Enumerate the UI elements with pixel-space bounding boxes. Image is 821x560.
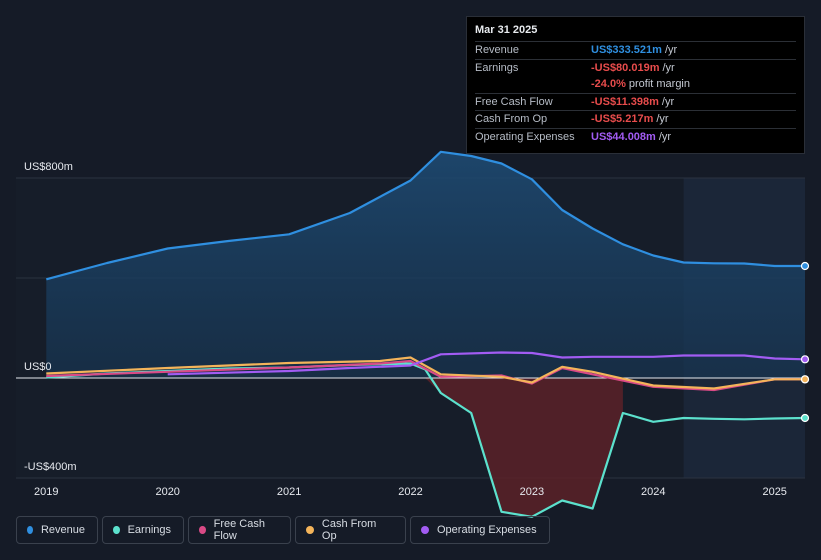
- tooltip-unit: profit margin: [628, 78, 690, 91]
- tooltip-row-profit-margin: -24.0% profit margin: [475, 76, 796, 93]
- tooltip-unit: /yr: [662, 61, 675, 74]
- tooltip-unit: /yr: [658, 130, 672, 143]
- x-tick-label: 2019: [34, 486, 58, 498]
- cash-from-op-end-dot: [800, 375, 810, 384]
- tooltip-value: -US$80.019m: [591, 61, 660, 74]
- legend-item-free-cash-flow[interactable]: Free Cash Flow: [188, 516, 291, 544]
- legend-item-earnings[interactable]: Earnings: [102, 516, 184, 544]
- x-tick-label: 2025: [762, 486, 786, 498]
- tooltip-row-operating-expenses: Operating Expenses US$44.008m /yr: [475, 127, 796, 146]
- legend-dot-icon: [421, 526, 429, 534]
- x-tick-label: 2023: [520, 486, 544, 498]
- tooltip-label: Operating Expenses: [475, 130, 575, 143]
- legend-item-revenue[interactable]: Revenue: [16, 516, 98, 544]
- legend-label: Free Cash Flow: [213, 518, 265, 542]
- cash-from-op-line: [46, 356, 805, 390]
- x-tick-label: 2021: [277, 486, 301, 498]
- tooltip-row-revenue: Revenue US$333.521m /yr: [475, 41, 796, 59]
- tooltip-value: -24.0%: [591, 78, 626, 91]
- tooltip-label: Earnings: [475, 61, 519, 74]
- legend-label: Earnings: [127, 524, 171, 536]
- revenue-line: [46, 150, 805, 281]
- tooltip-label: Revenue: [475, 44, 520, 57]
- data-tooltip: Mar 31 2025 Revenue US$333.521m /yr Earn…: [466, 16, 805, 154]
- x-tick-label: 2020: [155, 486, 179, 498]
- tooltip-row-cash-from-op: Cash From Op -US$5.217m /yr: [475, 110, 796, 128]
- tooltip-value: US$44.008m: [591, 130, 656, 143]
- legend-label: Cash From Op: [321, 518, 377, 542]
- legend-item-cash-from-op[interactable]: Cash From Op: [295, 516, 406, 544]
- tooltip-row-free-cash-flow: Free Cash Flow -US$11.398m /yr: [475, 92, 796, 111]
- y-top-label: US$800m: [24, 161, 73, 173]
- earnings-negative-area: [422, 378, 623, 517]
- y-bottom-label: -US$400m: [24, 461, 77, 473]
- tooltip-label: Free Cash Flow: [475, 95, 553, 108]
- revenue-end-dot: [800, 261, 810, 271]
- operating-expenses-end-dot: [800, 355, 810, 364]
- legend-dot-icon: [27, 526, 33, 534]
- tooltip-row-earnings: Earnings -US$80.019m /yr: [475, 58, 796, 77]
- x-tick-label: 2022: [398, 486, 422, 498]
- legend-item-operating-expenses[interactable]: Operating Expenses: [410, 516, 550, 544]
- legend-label: Operating Expenses: [437, 524, 537, 536]
- x-tick-label: 2024: [641, 486, 665, 498]
- legend-dot-icon: [199, 526, 206, 534]
- tooltip-unit: /yr: [661, 95, 675, 108]
- legend-dot-icon: [306, 526, 314, 534]
- tooltip-unit: /yr: [664, 44, 678, 57]
- legend: Revenue Earnings Free Cash Flow Cash Fro…: [16, 516, 550, 544]
- operating-expenses-line: [167, 351, 806, 376]
- tooltip-value: -US$5.217m: [591, 113, 654, 126]
- earnings-end-dot: [800, 413, 810, 423]
- revenue-area: [46, 151, 806, 378]
- y-zero-label: US$0: [24, 361, 52, 373]
- tooltip-unit: /yr: [656, 113, 669, 126]
- legend-dot-icon: [113, 526, 120, 534]
- tooltip-date: Mar 31 2025: [475, 24, 538, 36]
- tooltip-value: -US$11.398m: [591, 95, 659, 108]
- tooltip-value: US$333.521m: [591, 44, 662, 57]
- tooltip-label: Cash From Op: [475, 113, 548, 126]
- legend-label: Revenue: [40, 524, 85, 536]
